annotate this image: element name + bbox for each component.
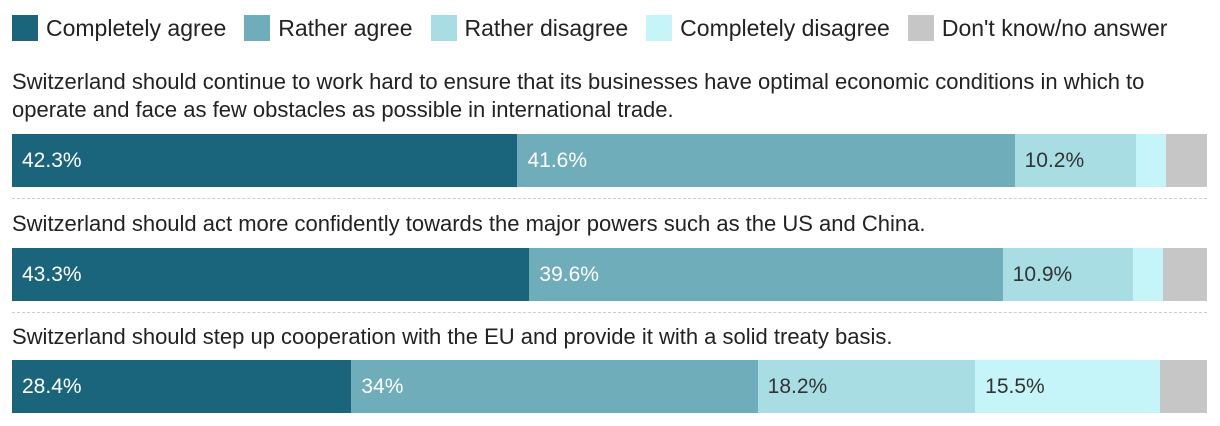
bar-segment: 34%: [351, 360, 758, 413]
legend-label: Completely disagree: [680, 14, 890, 41]
data-label: 34%: [361, 374, 404, 398]
bar-segment: [1160, 360, 1207, 413]
legend-item: Don't know/no answer: [907, 14, 1168, 42]
data-label: 10.9%: [1012, 262, 1073, 286]
legend-swatch: [244, 15, 271, 41]
legend-swatch: [12, 15, 38, 41]
data-label: 28.4%: [22, 374, 82, 398]
legend-swatch: [907, 15, 934, 41]
bar-segment: 28.4%: [12, 360, 352, 413]
stacked-bar: 28.4% 34% 18.2% 15.5%: [12, 360, 1207, 413]
data-label: 39.6%: [539, 262, 599, 286]
legend-item: Completely agree: [12, 15, 226, 42]
row-divider: [12, 312, 1207, 313]
bar-segment: 18.2%: [757, 360, 976, 413]
row-divider: [12, 198, 1207, 199]
legend-item: Completely disagree: [646, 15, 890, 42]
data-label: 43.3%: [22, 262, 82, 286]
chart-legend: Completely agree Rather agree Rather disag…: [12, 14, 1185, 42]
legend-label: Rather agree: [278, 14, 413, 41]
data-label: 18.2%: [767, 374, 828, 398]
legend-swatch: [430, 15, 457, 41]
bar-segment: 15.5%: [975, 360, 1161, 413]
legend-label: Rather disagree: [464, 14, 629, 41]
stacked-bar: 42.3% 41.6% 10.2%: [12, 134, 1207, 187]
bar-segment: 10.2%: [1014, 134, 1137, 187]
legend-swatch: [646, 15, 673, 41]
question-text: Switzerland should act more confidently …: [12, 211, 926, 236]
legend-item: Rather disagree: [430, 14, 629, 42]
legend-label: Completely agree: [46, 14, 227, 41]
bar-segment: [1132, 248, 1163, 301]
question-text: Switzerland should continue to work hard…: [12, 69, 1145, 122]
data-label: 42.3%: [22, 148, 82, 172]
question-text: Switzerland should step up cooperation w…: [12, 324, 893, 349]
legend-item: Rather agree: [244, 14, 413, 42]
legend-label: Don't know/no answer: [941, 14, 1168, 41]
bar-segment: 43.3%: [12, 248, 530, 301]
bar-segment: [1136, 134, 1167, 187]
bar-segment: 10.9%: [1002, 248, 1133, 301]
data-label: 41.6%: [527, 148, 588, 172]
stacked-bar: 43.3% 39.6% 10.9%: [12, 248, 1207, 301]
data-label: 10.2%: [1024, 148, 1085, 172]
data-label: 15.5%: [985, 374, 1045, 398]
bar-segment: 41.6%: [517, 134, 1015, 187]
bar-segment: 39.6%: [529, 248, 1003, 301]
bar-segment: [1162, 248, 1207, 301]
bar-segment: 42.3%: [12, 134, 518, 187]
bar-segment: [1166, 134, 1207, 187]
